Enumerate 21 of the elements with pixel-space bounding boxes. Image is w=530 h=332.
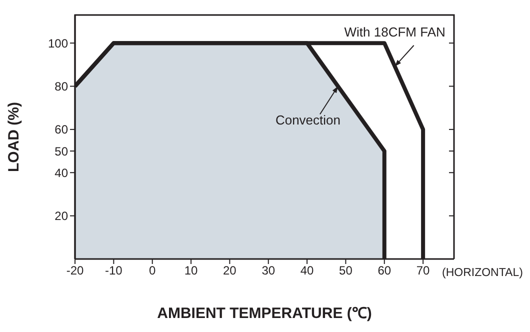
x-axis-title: AMBIENT TEMPERATURE (℃) bbox=[157, 305, 372, 322]
y-axis-title: LOAD (%) bbox=[5, 102, 22, 172]
x-tick-label: 50 bbox=[339, 264, 353, 278]
y-tick-label: 40 bbox=[54, 166, 68, 180]
x-tick-label: 30 bbox=[262, 264, 276, 278]
y-tick-label: 20 bbox=[54, 209, 68, 224]
y-tick-label: 60 bbox=[54, 122, 68, 137]
x-tick-label: -10 bbox=[105, 264, 123, 278]
series-label: With 18CFM FAN bbox=[344, 24, 446, 40]
y-tick-label: 100 bbox=[48, 36, 68, 50]
x-tick-label: 20 bbox=[223, 264, 237, 278]
x-tick-label: 40 bbox=[300, 264, 314, 278]
x-tick-label: -20 bbox=[66, 264, 84, 278]
text: (HORIZONTAL) bbox=[442, 267, 524, 279]
x-tick-label: 60 bbox=[378, 264, 392, 278]
legend-label: Convection bbox=[275, 112, 341, 128]
x-tick-label: 0 bbox=[149, 264, 156, 278]
y-tick-label: 80 bbox=[54, 80, 68, 94]
y-tick-label: 50 bbox=[54, 144, 68, 158]
x-tick-label: 10 bbox=[184, 264, 198, 278]
x-tick-label: 70 bbox=[416, 264, 430, 278]
